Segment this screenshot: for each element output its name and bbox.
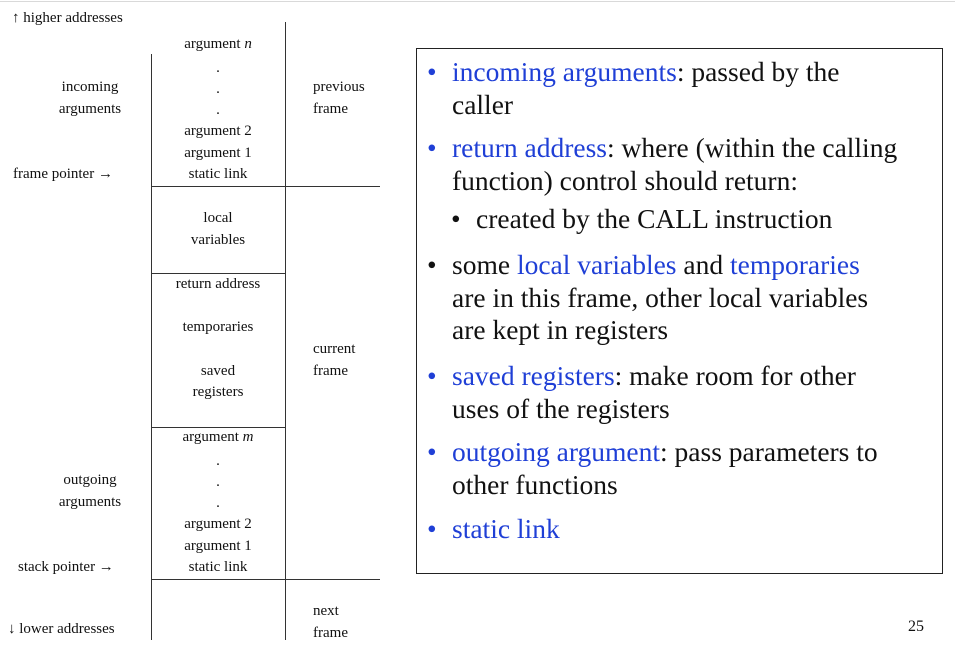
top-rule: [0, 1, 955, 2]
stack-pointer-divider: [151, 579, 380, 580]
frame-pointer-divider: [151, 186, 380, 187]
cell-argument-n: argument n: [184, 36, 252, 52]
incoming-arguments-label-1: incoming: [61, 79, 119, 95]
cell-local-variables-2: variables: [190, 232, 246, 248]
outgoing-arguments-label-2: arguments: [58, 494, 122, 510]
previous-frame-label-1: previous: [313, 79, 365, 95]
stack-pointer-label: stack pointer →: [18, 559, 114, 575]
cell-ellipsis-dot: .: [216, 102, 220, 118]
cell-incoming-static-link: static link: [188, 166, 248, 182]
cell-temporaries: temporaries: [182, 319, 254, 335]
cell-outgoing-static-link: static link: [188, 559, 248, 575]
cell-incoming-argument-2: argument 2: [184, 123, 252, 139]
cell-ellipsis-dot: .: [216, 474, 220, 490]
sub-bullet-icon: •: [451, 203, 461, 234]
incoming-arguments-label-2: arguments: [58, 101, 122, 117]
higher-addresses-label: ↑ higher addresses: [12, 10, 123, 26]
current-frame-label-1: current: [313, 341, 356, 357]
bullet-icon: •: [427, 513, 437, 544]
bullet-icon: •: [427, 249, 437, 280]
frame-pointer-label: frame pointer →: [13, 166, 113, 182]
locals-divider: [151, 273, 285, 274]
current-frame-label-2: frame: [313, 363, 348, 379]
bullet-icon: •: [427, 56, 437, 87]
bullet-icon: •: [427, 132, 437, 163]
cell-return-address: return address: [175, 276, 261, 292]
next-frame-label-1: next: [313, 603, 339, 619]
page-number: 25: [908, 618, 924, 635]
lower-addresses-label: ↓ lower addresses: [8, 621, 115, 637]
cell-outgoing-argument-2: argument 2: [184, 516, 252, 532]
cell-ellipsis-dot: .: [216, 453, 220, 469]
stack-left-border: [151, 54, 152, 640]
cell-argument-m: argument m: [182, 429, 254, 445]
stack-right-border: [285, 22, 286, 640]
cell-saved-registers-1: saved: [200, 363, 236, 379]
bullet-icon: •: [427, 436, 437, 467]
cell-ellipsis-dot: .: [216, 495, 220, 511]
outgoing-arguments-label-1: outgoing: [63, 472, 117, 488]
cell-outgoing-argument-1: argument 1: [184, 538, 252, 554]
cell-local-variables-1: local: [203, 210, 233, 226]
cell-saved-registers-2: registers: [192, 384, 244, 400]
next-frame-label-2: frame: [313, 625, 348, 641]
saved-registers-divider: [151, 427, 285, 428]
cell-ellipsis-dot: .: [216, 60, 220, 76]
bullet-icon: •: [427, 360, 437, 391]
explanation-panel: • incoming arguments: passed by the calle…: [416, 48, 943, 574]
previous-frame-label-2: frame: [313, 101, 348, 117]
cell-ellipsis-dot: .: [216, 81, 220, 97]
cell-incoming-argument-1: argument 1: [184, 145, 252, 161]
